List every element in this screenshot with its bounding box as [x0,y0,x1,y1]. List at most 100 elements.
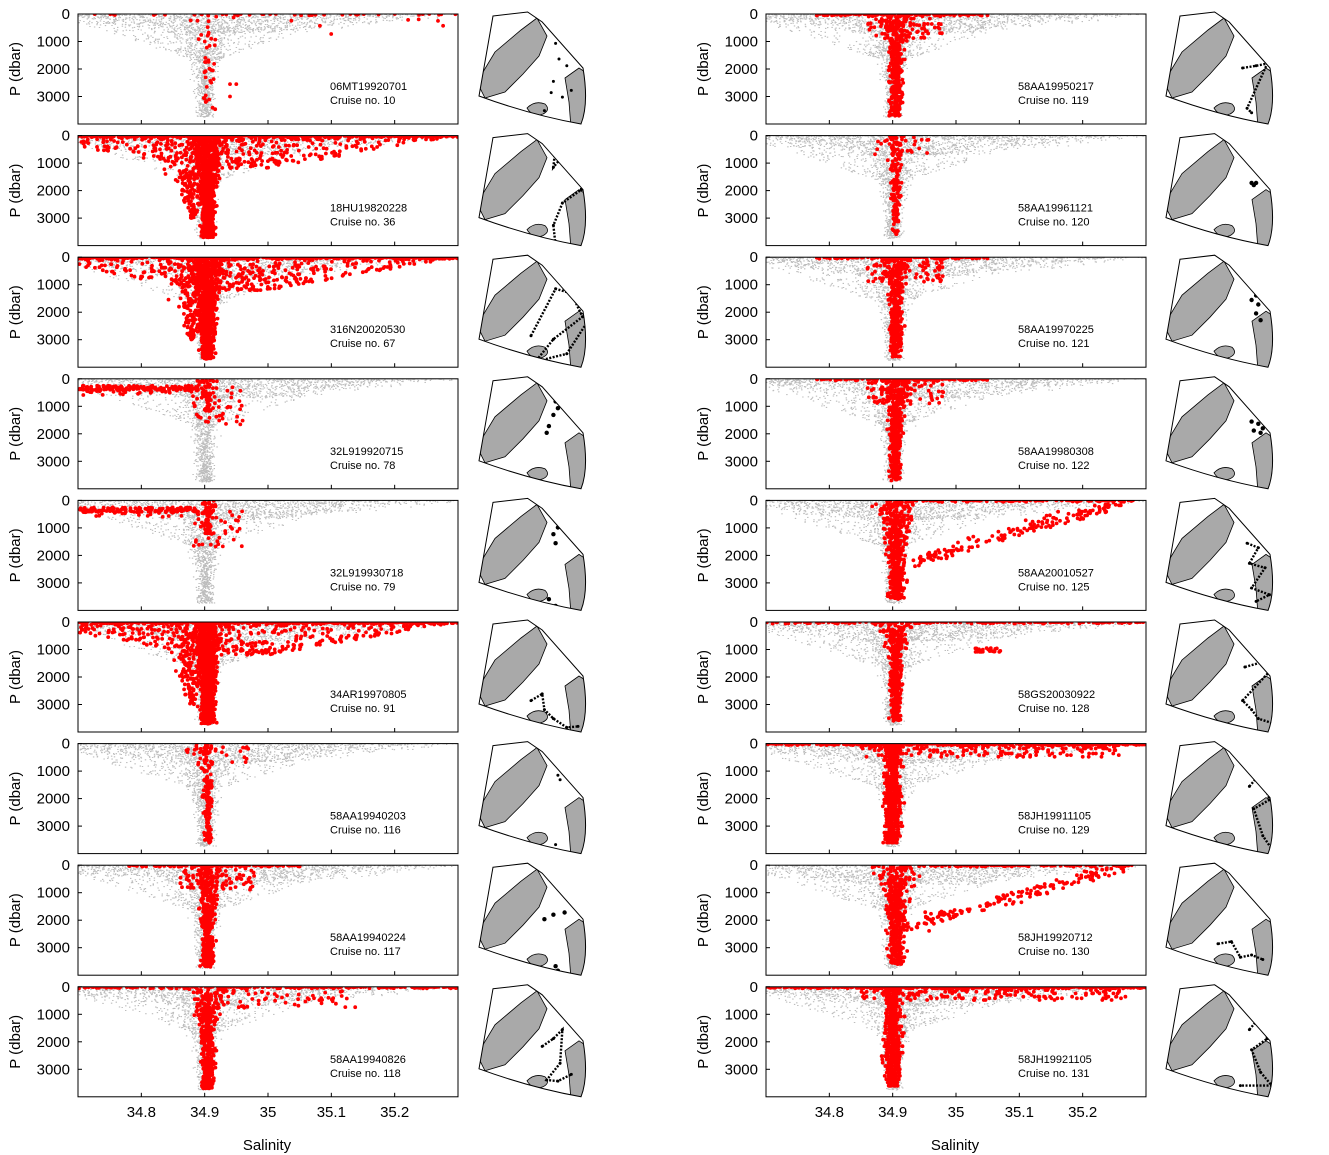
cruise-point [198,155,202,159]
cruise-point [204,207,208,211]
cruise-point [189,336,193,340]
cruise-point [209,309,213,313]
cruise-point [236,263,240,267]
cruise-point [289,272,293,276]
cruise-point [189,327,193,331]
cruise-point [182,312,186,316]
cruise-point [266,287,270,291]
cruise-point [238,423,242,427]
cruise-point [170,282,174,286]
cruise-point [243,266,247,270]
cruise-point [147,388,151,392]
cruise-point [173,269,177,273]
cruise-point [356,141,360,145]
cruise-point [267,276,271,280]
cruise-point [258,137,262,141]
cruise-point [208,416,212,420]
cruise-point [128,147,132,151]
cruise-point [85,140,89,144]
cruise-point [197,185,201,189]
cruise-point [221,417,225,421]
cruise-point [196,705,200,709]
cruise-point [130,510,134,514]
cruise-point [203,40,207,44]
cruise-point [194,266,198,270]
cruise-point [240,544,244,548]
cruise-point [424,260,428,264]
cruise-point [169,165,173,169]
cruise-point [275,141,279,145]
cruise-point [259,278,263,282]
cruise-point [166,138,170,142]
cruise-number: Cruise no. 79 [330,581,395,593]
cruise-point [396,261,400,265]
cruise-point [78,508,82,512]
cruise-point [278,262,282,266]
cruise-point [121,140,125,144]
greenland-landmass [477,504,547,584]
cruise-point [192,177,196,181]
scatter-plot [76,255,460,360]
cruise-point [174,155,178,159]
cruise-point [199,33,203,37]
scatter-plot [78,620,459,726]
cruise-point [375,145,379,149]
y-tick-label: 2000 [37,61,70,78]
cruise-point [207,536,211,540]
cruise-point [202,291,206,295]
cruise-point [226,155,230,159]
track-station [551,532,555,536]
cruise-point [172,279,176,283]
cruise-point [211,230,215,234]
background-points [79,257,457,360]
cruise-point [227,256,231,260]
track-station [550,91,553,94]
cruise-point [209,37,213,41]
background-points [78,622,457,725]
cruise-point [395,143,399,147]
cruise-point [211,391,215,395]
cruise-point [97,509,101,513]
cruise-point [251,262,255,266]
cruise-point [200,396,204,400]
cruise-point [196,513,200,517]
cruise-point [194,309,198,313]
cruise-point [215,379,219,383]
cruise-point [289,284,293,288]
cruise-point [234,276,238,280]
cruise-point [235,420,239,424]
cruise-point [314,153,318,157]
cruise-point [206,289,210,293]
cruise-point [94,514,98,518]
cruise-point [207,19,211,23]
cruise-track [547,519,560,609]
cruise-point [322,146,326,150]
cruise-point [208,79,212,83]
cruise-point [324,274,328,278]
cruise-point [211,344,215,348]
cruise-point [215,539,219,543]
cruise-point [191,276,195,280]
y-tick-label: 2000 [37,547,70,564]
cruise-point [280,136,284,140]
cruise-point [186,266,190,270]
cruise-point [345,146,349,150]
cruise-point [193,300,197,304]
cruise-point [98,265,102,269]
cruise-point [95,137,99,141]
cruise-point [170,386,174,390]
cruise-point [123,511,127,515]
track-station [586,321,589,324]
cruise-point [203,163,207,167]
cruise-point [254,265,258,269]
cruise-point [158,148,162,152]
cruise-point [168,266,172,270]
cruise-point [102,385,106,389]
cruise-point [303,280,307,284]
cruise-point [196,202,200,206]
cruise-point [205,514,209,518]
cruise-point [253,256,257,260]
cruise-point [197,324,201,328]
y-axis-title: P (dbar) [7,407,24,461]
